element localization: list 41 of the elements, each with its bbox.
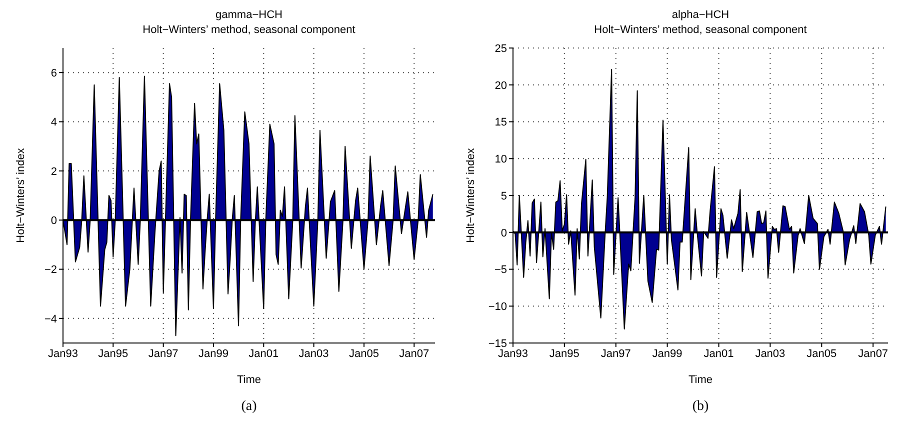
text: (a) xyxy=(240,399,258,415)
chart-subtitle: Holt−Winters’ method, seasonal component xyxy=(593,23,808,38)
y-axis-title: Holt−Winters’ index xyxy=(14,148,27,243)
y-tick-label: 6 xyxy=(50,67,57,80)
y-tick-label: 20 xyxy=(494,80,507,92)
x-tick-label: Jan05 xyxy=(806,348,837,360)
chart-title: alpha−HCH xyxy=(670,8,730,23)
y-tick-label: −15 xyxy=(488,338,507,350)
y-tick-label: 15 xyxy=(494,116,507,129)
y-tick-label: 10 xyxy=(494,154,507,166)
x-tick-label: Jan99 xyxy=(198,348,228,360)
x-tick-label: Jan95 xyxy=(549,348,580,360)
y-tick-label: 2 xyxy=(50,166,57,178)
y-tick-label: 5 xyxy=(500,190,507,202)
x-tick-label: Jan07 xyxy=(858,348,888,360)
x-axis-title: Time xyxy=(688,374,713,386)
x-tick-label: Jan05 xyxy=(349,348,379,360)
x-tick-label: Jan01 xyxy=(704,348,734,360)
x-tick-label: Jan03 xyxy=(755,348,786,360)
chart-subtitle: Holt−Winters’ method, seasonal component xyxy=(142,23,356,38)
y-tick-label: 4 xyxy=(50,116,57,129)
y-tick-label: −4 xyxy=(44,313,57,326)
y-tick-label: −2 xyxy=(44,264,57,276)
x-tick-label: Jan93 xyxy=(48,348,78,360)
x-axis-title: Time xyxy=(236,374,262,386)
text: (b) xyxy=(691,399,710,415)
y-axis-title: Holt−Winters’ index xyxy=(464,148,477,243)
x-tick-label: Jan97 xyxy=(148,348,178,360)
y-tick-label: −5 xyxy=(494,264,507,276)
x-tick-label: Jan03 xyxy=(298,348,329,360)
x-tick-label: Jan95 xyxy=(98,348,128,360)
y-tick-label: 25 xyxy=(494,42,507,55)
y-tick-label: −10 xyxy=(488,301,507,314)
y-tick-label: 0 xyxy=(50,214,57,227)
x-tick-label: Jan93 xyxy=(498,348,528,360)
chart-title: gamma−HCH xyxy=(214,8,284,23)
x-tick-label: Jan97 xyxy=(600,348,631,360)
y-tick-label: 0 xyxy=(500,227,507,240)
x-tick-label: Jan99 xyxy=(652,348,682,360)
x-tick-label: Jan07 xyxy=(399,348,430,360)
x-tick-label: Jan01 xyxy=(248,348,279,360)
